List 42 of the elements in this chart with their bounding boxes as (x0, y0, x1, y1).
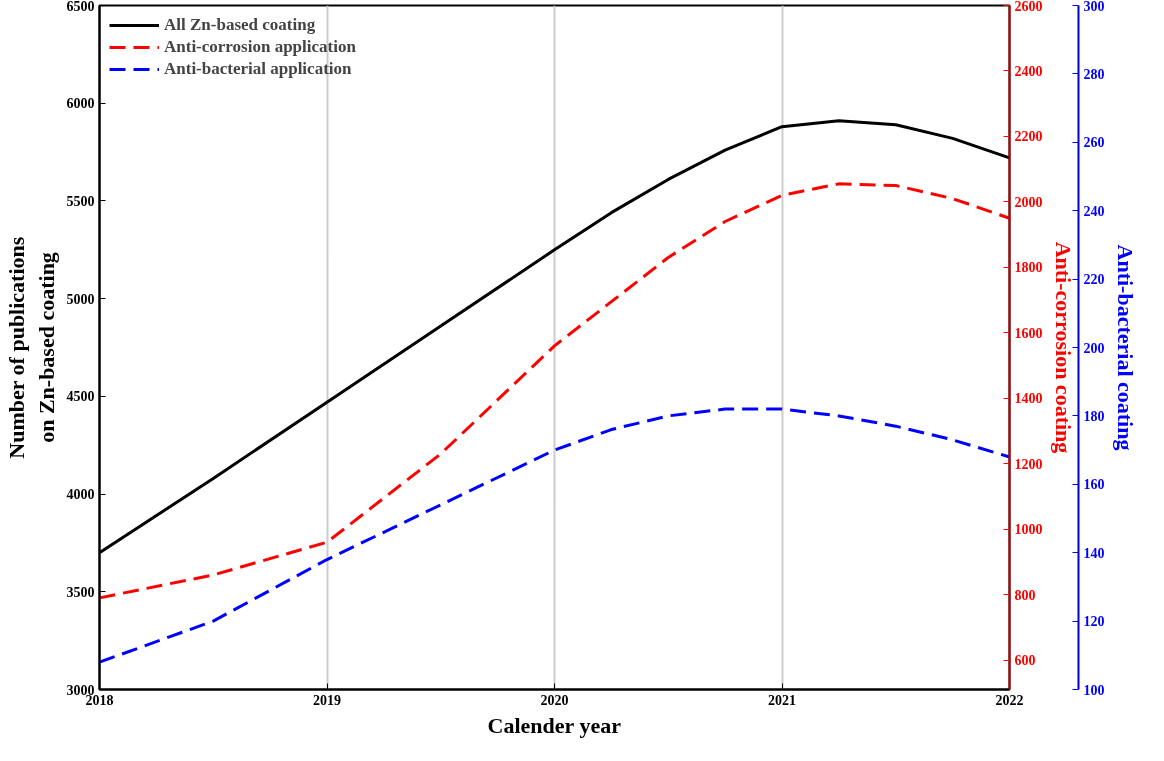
y-tick-label: 6000 (66, 96, 95, 112)
y3-tick-label: 240 (1083, 203, 1105, 219)
y2-axis-title: Anti-corrosion coating (1050, 241, 1076, 454)
y3-tick-label: 200 (1083, 340, 1105, 356)
y-tick-label: 5500 (66, 193, 95, 209)
x-tick-label: 2021 (768, 692, 796, 708)
y2-tick-label: 600 (1014, 653, 1036, 669)
y2-tick-label: 2400 (1014, 63, 1043, 79)
legend-label: Anti-bacterial application (164, 59, 352, 79)
line-series (99, 407, 1010, 664)
y3-tick-label: 260 (1083, 135, 1105, 151)
y2-tick-label: 1800 (1014, 260, 1043, 276)
y3-tick-label: 100 (1083, 682, 1105, 698)
x-axis-title: Calender year (487, 712, 622, 738)
y-axis-title: Number of publications on Zn-based coating (3, 236, 59, 459)
legend-label: All Zn-based coating (164, 15, 316, 35)
y-tick-label: 6500 (66, 0, 95, 14)
y2-tick-label: 1400 (1014, 391, 1043, 407)
y-tick-label: 3500 (66, 584, 95, 600)
y3-tick-label: 280 (1083, 66, 1105, 82)
y2-tick-label: 2600 (1014, 0, 1043, 14)
y2-tick-label: 1600 (1014, 325, 1043, 341)
y3-tick-label: 300 (1083, 0, 1105, 14)
y3-tick-label: 120 (1083, 614, 1105, 630)
x-tick-label: 2020 (540, 692, 569, 708)
y3-tick-label: 180 (1083, 408, 1105, 424)
y3-tick-label: 220 (1083, 272, 1105, 288)
y3-axis-title: Anti-bacterial coating (1112, 244, 1138, 451)
y2-tick-label: 1200 (1014, 456, 1043, 472)
y-tick-label: 4500 (66, 389, 95, 405)
y3-tick-label: 160 (1083, 477, 1105, 493)
legend-label: Anti-corrosion application (164, 37, 356, 57)
y2-tick-label: 1000 (1014, 522, 1043, 538)
line-series (99, 182, 1010, 600)
y3-tick-label: 140 (1083, 545, 1105, 561)
y2-tick-label: 800 (1014, 587, 1036, 603)
x-tick-label: 2022 (995, 692, 1024, 708)
y2-tick-label: 2000 (1014, 194, 1043, 210)
y2-tick-label: 2200 (1014, 129, 1043, 145)
y-tick-label: 4000 (66, 487, 95, 503)
y-tick-label: 5000 (66, 291, 95, 307)
x-tick-label: 2019 (313, 692, 341, 708)
